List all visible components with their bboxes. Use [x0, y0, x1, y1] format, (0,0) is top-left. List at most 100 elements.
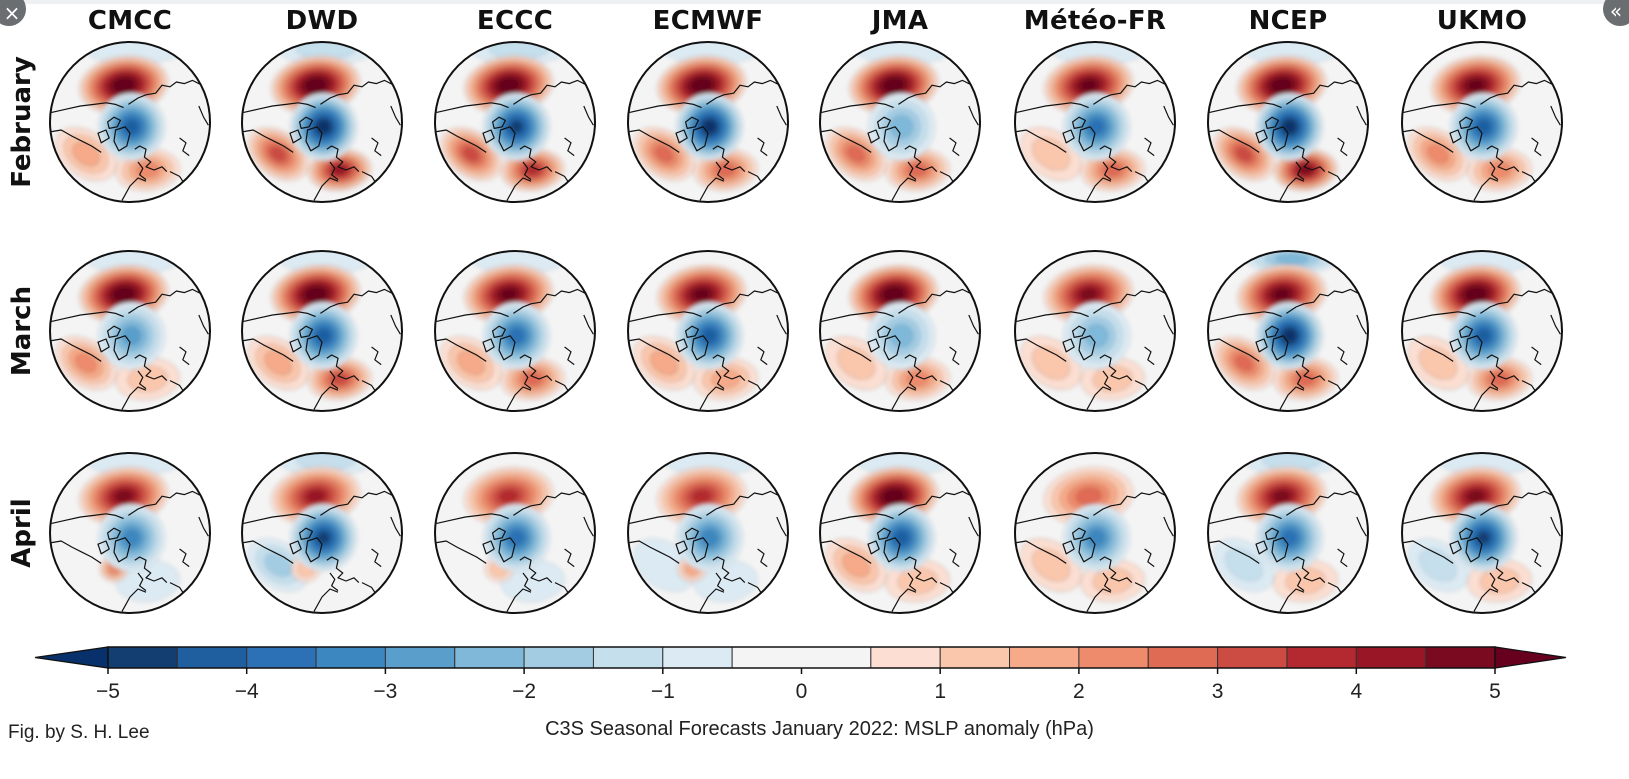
map-panel-jma-february	[819, 41, 981, 203]
map-boundary	[1401, 41, 1563, 203]
arctic-low-anomaly	[482, 503, 551, 572]
column-title-ukmo: UKMO	[1436, 6, 1528, 36]
coastlines	[243, 79, 401, 201]
colorbar-tick-label: −4	[234, 680, 259, 703]
colorbar-segment	[592, 646, 664, 669]
arctic-low-anomaly	[482, 301, 551, 370]
colorbar-tick-label: −2	[512, 680, 537, 703]
coastlines	[821, 490, 979, 612]
coastlines	[1016, 288, 1174, 410]
map-boundary	[627, 41, 789, 203]
arctic-low-anomaly	[1255, 92, 1324, 161]
colorbar-extend-max	[1494, 646, 1567, 669]
colorbar-segment	[1078, 646, 1149, 669]
colorbar-segment	[1425, 646, 1496, 669]
map-panel-cmcc-april	[49, 452, 211, 614]
pacific-high-anomaly	[1236, 466, 1327, 526]
column-title-dwd: DWD	[285, 6, 359, 36]
column-title-eccc: ECCC	[476, 6, 554, 36]
column-title-ncep: NCEP	[1248, 6, 1328, 36]
map-panel-eccc-february	[434, 41, 596, 203]
colorbar-tick-label: 5	[1489, 680, 1501, 703]
colorbar-segment	[315, 646, 386, 669]
map-panel-eccc-april	[434, 452, 596, 614]
colorbar-segment	[1355, 646, 1427, 669]
map-panel-ecmwf-february	[627, 41, 789, 203]
colorbar-tick-label: 3	[1211, 680, 1224, 703]
europe-ridge-anomaly	[1467, 148, 1532, 192]
map-panel-ncep-march	[1207, 250, 1369, 412]
colorbar-segment	[1009, 646, 1080, 669]
colorbar-segment	[1147, 646, 1219, 669]
colorbar-segment	[107, 646, 178, 669]
arctic-low-anomaly	[675, 92, 744, 161]
map-boundary	[1014, 41, 1176, 203]
colorbar-tick-label: −5	[96, 680, 120, 703]
viewer-top-bar	[0, 0, 1629, 4]
colorbar-tick-label: 2	[1073, 680, 1085, 703]
pacific-high-anomaly	[1430, 264, 1521, 324]
map-boundary	[434, 250, 596, 412]
map-panel-cmcc-march	[49, 250, 211, 412]
map-boundary	[819, 452, 981, 614]
colorbar	[34, 646, 1567, 674]
figure-title: C3S Seasonal Forecasts January 2022: MSL…	[545, 718, 1094, 740]
map-panel-ukmo-march	[1401, 250, 1563, 412]
atlantic-ridge-anomaly	[247, 127, 309, 181]
coastlines	[1403, 288, 1561, 410]
close-icon[interactable]: ×	[0, 0, 26, 26]
row-title-april: April	[7, 498, 37, 568]
map-panel-ecmwf-march	[627, 250, 789, 412]
atlantic-ridge-anomaly	[247, 336, 309, 390]
map-boundary	[434, 41, 596, 203]
atlantic-ridge-anomaly	[825, 127, 887, 181]
pacific-high-anomaly	[270, 55, 361, 115]
colorbar-segment	[1217, 646, 1288, 669]
map-panel-ukmo-april	[1401, 452, 1563, 614]
arctic-low-anomaly	[1062, 503, 1131, 572]
map-panel-ukmo-february	[1401, 41, 1563, 203]
coastlines	[51, 490, 209, 612]
map-boundary	[1207, 250, 1369, 412]
collapse-icon[interactable]: «	[1603, 0, 1629, 26]
column-title-cmcc: CMCC	[87, 6, 173, 36]
colorbar-segment	[870, 646, 941, 669]
map-panel-m-t-o-fr-march	[1014, 250, 1176, 412]
colorbar-segment	[454, 646, 525, 669]
map-panel-dwd-april	[241, 452, 403, 614]
map-boundary	[1207, 41, 1369, 203]
map-boundary	[49, 452, 211, 614]
europe-ridge-anomaly	[885, 148, 950, 192]
map-boundary	[627, 452, 789, 614]
map-panel-ncep-february	[1207, 41, 1369, 203]
colorbar-segment	[731, 646, 872, 669]
coastlines	[629, 79, 787, 201]
map-panel-jma-april	[819, 452, 981, 614]
figure-credit: Fig. by S. H. Lee	[8, 722, 150, 743]
map-boundary	[241, 452, 403, 614]
arctic-low-anomaly	[482, 92, 551, 161]
map-panel-m-t-o-fr-april	[1014, 452, 1176, 614]
coastlines	[1016, 490, 1174, 612]
arctic-low-anomaly	[289, 301, 358, 370]
colorbar-tick-label: 1	[934, 680, 947, 703]
coastlines	[51, 288, 209, 410]
column-title-jma: JMA	[871, 6, 929, 36]
coastlines	[1016, 79, 1174, 201]
map-boundary	[241, 250, 403, 412]
map-panel-eccc-march	[434, 250, 596, 412]
map-panel-cmcc-february	[49, 41, 211, 203]
coastlines	[1403, 490, 1561, 612]
coastlines	[436, 288, 594, 410]
map-boundary	[1401, 452, 1563, 614]
row-title-march: March	[7, 285, 37, 377]
colorbar-segment	[1286, 646, 1357, 669]
europe-ridge-anomaly	[500, 357, 565, 401]
arctic-low-anomaly	[1255, 301, 1324, 370]
map-boundary	[1014, 452, 1176, 614]
colorbar-tick-label: −1	[650, 680, 675, 703]
colorbar-segment	[939, 646, 1011, 669]
colorbar-tick-label: −3	[373, 680, 398, 703]
colorbar-segment	[176, 646, 248, 669]
map-boundary	[49, 250, 211, 412]
